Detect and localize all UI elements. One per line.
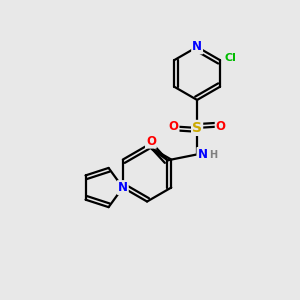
Text: H: H (209, 150, 218, 160)
Text: O: O (146, 135, 156, 148)
Text: N: N (192, 40, 202, 53)
Text: N: N (118, 181, 128, 194)
Text: O: O (216, 120, 226, 133)
Text: N: N (197, 148, 207, 161)
Text: Cl: Cl (224, 53, 236, 63)
Text: S: S (192, 121, 202, 135)
Text: O: O (169, 120, 178, 133)
